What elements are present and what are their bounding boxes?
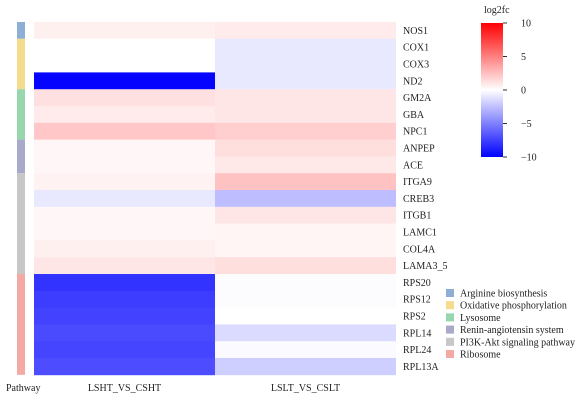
heatmap-cell-ace-1 xyxy=(34,156,215,174)
legend-label: Ribosome xyxy=(460,350,501,361)
heatmap-cell-rps20-2 xyxy=(215,274,396,292)
colorbar-tick-label: 5 xyxy=(521,52,526,63)
heatmap-cell-itgb1-1 xyxy=(34,206,215,224)
colorbar-tick-label: 10 xyxy=(521,19,531,30)
heatmap-cell-cox1-1 xyxy=(34,38,215,56)
heatmap-cell-lamc1-2 xyxy=(215,223,396,241)
pathway-bar-segment xyxy=(17,38,25,90)
heatmap-cell-rpl24-2 xyxy=(215,341,396,359)
legend-swatch xyxy=(446,313,454,322)
row-label: RPS20 xyxy=(403,278,431,289)
heatmap-cell-gm2a-2 xyxy=(215,89,396,107)
heatmap-cell-col4a-1 xyxy=(34,240,215,258)
heatmap-cell-rps2-1 xyxy=(34,307,215,325)
heatmap-cell-creb3-2 xyxy=(215,190,396,208)
row-label: NOS1 xyxy=(403,26,428,37)
heatmap-cell-gba-1 xyxy=(34,106,215,124)
row-label: GBA xyxy=(403,110,425,121)
heatmap-cell-ace-2 xyxy=(215,156,396,174)
pathway-bar-segment xyxy=(17,22,25,39)
heatmap-cell-lamc1-1 xyxy=(34,223,215,241)
colorbar-tick-label: 0 xyxy=(521,86,526,97)
row-label: LAMA3_5 xyxy=(403,261,447,272)
heatmap-cell-itgb1-2 xyxy=(215,206,396,224)
pathway-annotation-bar xyxy=(17,22,25,375)
pathway-bar-segment xyxy=(17,274,25,375)
legend-swatch xyxy=(446,325,454,334)
row-label: ITGB1 xyxy=(403,211,431,222)
legend-swatch xyxy=(446,337,454,346)
colorbar-gradient xyxy=(481,23,503,157)
heatmap-cell-cox1-2 xyxy=(215,38,396,56)
row-label: GM2A xyxy=(403,93,432,104)
row-label: COX3 xyxy=(403,60,429,71)
legend-swatch xyxy=(446,350,454,358)
heatmap-cell-itga9-2 xyxy=(215,173,396,191)
legend-swatch xyxy=(446,301,454,310)
heatmap-cell-gba-2 xyxy=(215,106,396,124)
row-label: ND2 xyxy=(403,76,422,87)
row-label: CREB3 xyxy=(403,194,434,205)
row-label: ITGA9 xyxy=(403,177,432,188)
heatmap-cell-nos1-1 xyxy=(34,22,215,40)
heatmap-cell-col4a-2 xyxy=(215,240,396,258)
heatmap-cells xyxy=(34,22,396,376)
row-label: COX1 xyxy=(403,43,429,54)
column-label: LSHT_VS_CSHT xyxy=(88,383,161,394)
heatmap-cell-rps2-2 xyxy=(215,307,396,325)
pathway-bar-segment xyxy=(17,89,25,140)
heatmap-cell-creb3-1 xyxy=(34,190,215,208)
colorbar-tick-label: −10 xyxy=(521,153,537,164)
legend-label: Renin-angiotensin system xyxy=(460,325,564,336)
heatmap-cell-rps20-1 xyxy=(34,274,215,292)
row-label: RPS12 xyxy=(403,295,431,306)
heatmap-cell-rpl14-2 xyxy=(215,324,396,342)
heatmap-cell-cox3-2 xyxy=(215,55,396,73)
row-label: COL4A xyxy=(403,244,436,255)
heatmap-cell-nd2-1 xyxy=(34,72,215,90)
heatmap-cell-rpl13a-2 xyxy=(215,358,396,376)
heatmap-cell-rpl24-1 xyxy=(34,341,215,359)
row-label: ANPEP xyxy=(403,144,435,155)
column-labels: LSHT_VS_CSHT LSLT_VS_CSLT xyxy=(88,383,340,394)
heatmap-cell-rpl14-1 xyxy=(34,324,215,342)
heatmap-cell-cox3-1 xyxy=(34,55,215,73)
legend-label: Lysosome xyxy=(460,313,501,324)
heatmap-cell-rpl13a-1 xyxy=(34,358,215,376)
row-labels: NOS1 COX1 COX3 ND2 GM2A GBA NPC1 ANPEP ACE ITGA9 C… xyxy=(403,26,447,373)
heatmap-cell-lama3_5-1 xyxy=(34,257,215,275)
heatmap-cell-anpep-1 xyxy=(34,139,215,157)
pathway-bar-segment xyxy=(17,173,25,274)
row-label: RPL13A xyxy=(403,362,439,373)
legend-label: PI3K-Akt signaling pathway xyxy=(460,337,575,348)
pathway-axis-label: Pathway xyxy=(6,383,40,394)
heatmap-cell-anpep-2 xyxy=(215,139,396,157)
row-label: RPL24 xyxy=(403,345,431,356)
pathway-bar-segment xyxy=(17,139,25,174)
heatmap-cell-npc1-1 xyxy=(34,122,215,140)
row-label: NPC1 xyxy=(403,127,427,138)
legend-label: Oxidative phosphorylation xyxy=(460,301,567,312)
heatmap-cell-nos1-2 xyxy=(215,22,396,40)
colorbar: log2fc 10 5 0 −5 −10 xyxy=(481,5,537,164)
heatmap-cell-lama3_5-2 xyxy=(215,257,396,275)
legend-swatch xyxy=(446,289,454,297)
heatmap-cell-itga9-1 xyxy=(34,173,215,191)
row-label: LAMC1 xyxy=(403,228,437,239)
colorbar-tick-label: −5 xyxy=(521,119,532,130)
colorbar-title: log2fc xyxy=(484,5,510,16)
heatmap-cell-rps12-2 xyxy=(215,290,396,308)
row-label: ACE xyxy=(403,160,423,171)
heatmap-cell-npc1-2 xyxy=(215,122,396,140)
row-label: RPL14 xyxy=(403,328,431,339)
colorbar-ticks: 10 5 0 −5 −10 xyxy=(503,19,537,164)
heatmap-cell-gm2a-1 xyxy=(34,89,215,107)
row-label: RPS2 xyxy=(403,312,426,323)
legend-label: Arginine biosynthesis xyxy=(460,289,547,300)
heatmap-cell-nd2-2 xyxy=(215,72,396,90)
column-label: LSLT_VS_CSLT xyxy=(271,383,340,394)
heatmap-cell-rps12-1 xyxy=(34,290,215,308)
